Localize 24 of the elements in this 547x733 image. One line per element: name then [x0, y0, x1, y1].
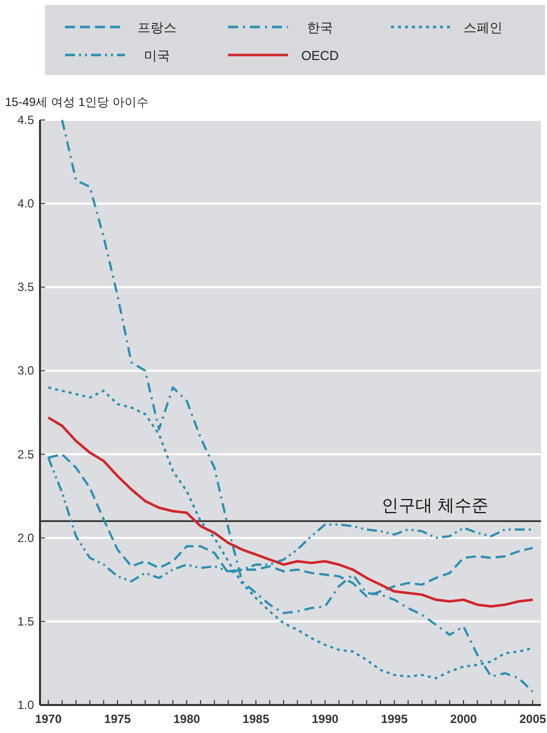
legend-label: 미국: [144, 48, 170, 63]
y-tick-label: 3.5: [17, 280, 34, 294]
x-tick-label: 2000: [450, 712, 478, 726]
x-tick-label: 1975: [104, 712, 132, 726]
legend-label: OECD: [301, 48, 339, 63]
y-tick-label: 4.5: [17, 113, 34, 127]
line-series: [47, 416, 534, 608]
x-tick-label: 1995: [380, 712, 408, 726]
x-tick-label: 1980: [173, 712, 200, 726]
ref-line-label: 인구대 체수준: [382, 496, 488, 516]
x-tick-label: 2005: [519, 712, 546, 726]
x-tick-label: 1990: [312, 712, 339, 726]
legend-label: 스페인: [464, 20, 502, 35]
y-tick-label: 1.5: [17, 614, 34, 628]
y-axis-title: 15-49세 여성 1인당 아이수: [5, 95, 148, 109]
legend-label: 프랑스: [138, 20, 176, 35]
legend-label: 한국: [307, 20, 333, 35]
x-tick-label: 1970: [34, 712, 62, 726]
y-tick-label: 4.0: [17, 196, 34, 211]
x-tick-label: 1985: [242, 712, 270, 726]
y-tick-label: 2.0: [17, 530, 34, 545]
y-tick-label: 2.5: [17, 447, 34, 462]
y-tick-label: 1.0: [17, 698, 34, 712]
y-tick-label: 3.0: [17, 364, 34, 378]
